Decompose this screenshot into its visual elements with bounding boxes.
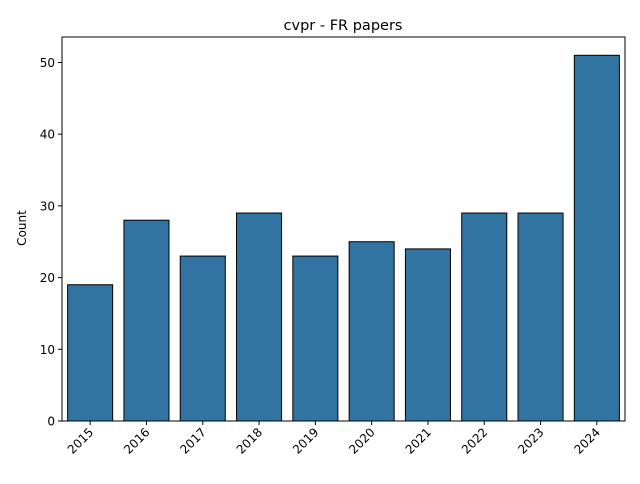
bar-2018 (236, 212, 283, 422)
axes-spines (61, 36, 626, 422)
bar-2020 (348, 241, 395, 422)
y-tick-label: 30 (40, 199, 55, 213)
bar-2023 (517, 212, 564, 422)
axes-frame (61, 36, 626, 422)
bar-2022 (461, 212, 508, 422)
y-tick-label: 10 (40, 343, 55, 357)
y-tick-label: 0 (47, 415, 55, 429)
bar-2021 (404, 248, 451, 422)
y-axis-ticks: 0 10 20 30 40 50 (40, 56, 62, 429)
y-tick-label: 50 (40, 56, 55, 70)
bar-2024 (573, 54, 620, 422)
y-tick-label: 40 (40, 128, 55, 142)
bars-group (67, 54, 620, 422)
y-axis-label: Count (15, 210, 29, 246)
bar-2016 (123, 219, 170, 422)
bar-2019 (292, 255, 339, 422)
bar-2017 (179, 255, 226, 422)
bar-2015 (67, 284, 114, 422)
chart-title: cvpr - FR papers (284, 18, 403, 34)
y-tick-label: 20 (40, 271, 55, 285)
